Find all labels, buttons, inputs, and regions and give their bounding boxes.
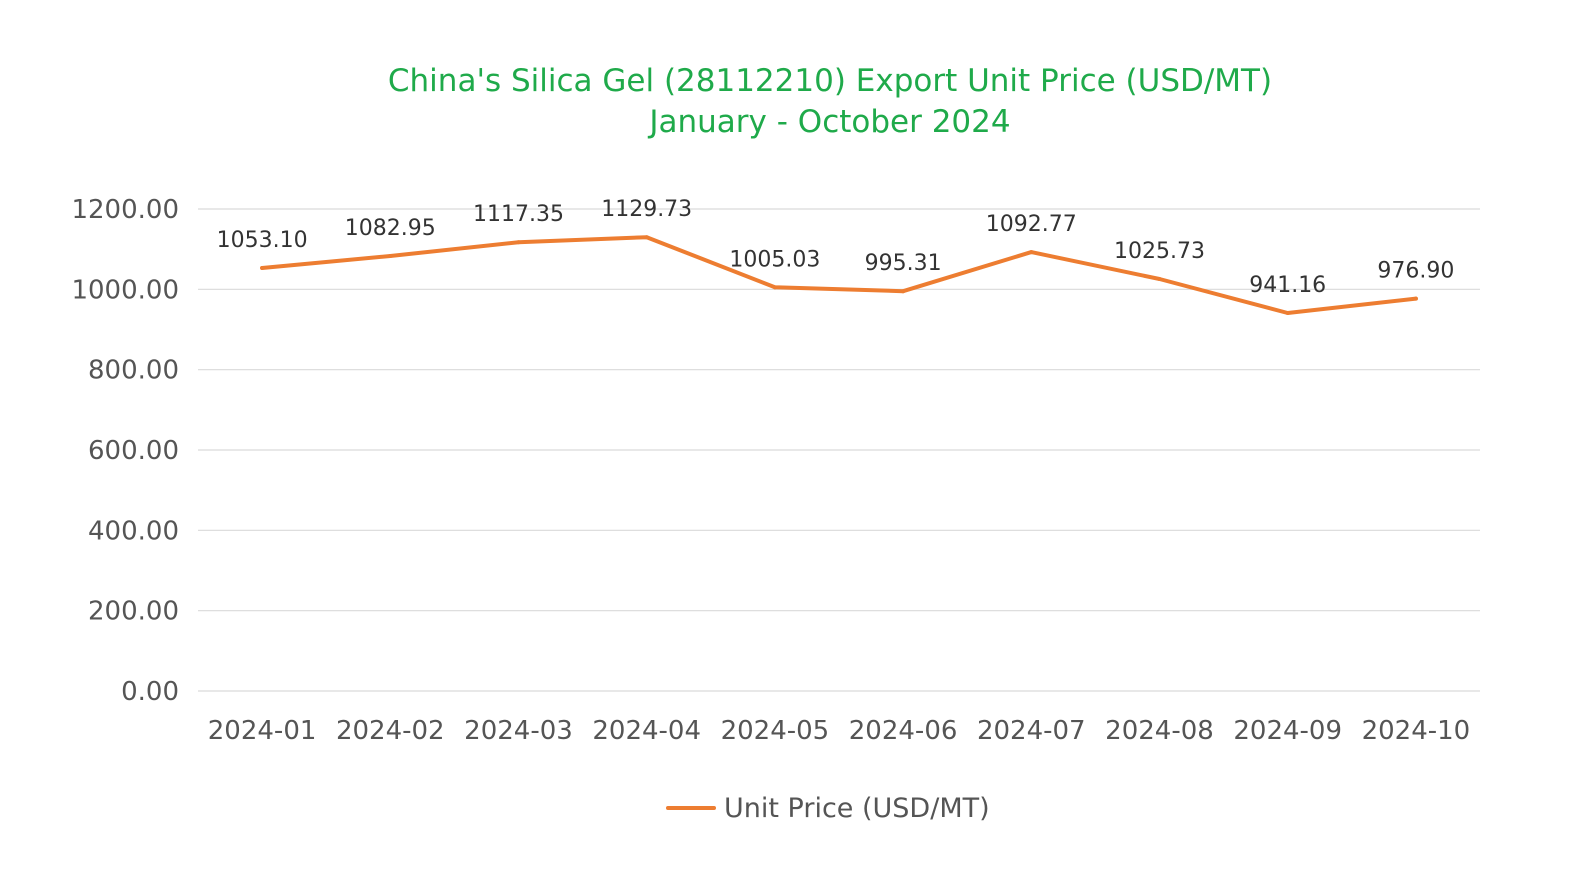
data-point xyxy=(1285,310,1290,315)
y-tick-label: 600.00 xyxy=(88,436,179,466)
data-label: 976.90 xyxy=(1377,259,1454,284)
data-label: 1025.73 xyxy=(1114,239,1205,264)
chart-subtitle-text: January - October 2024 xyxy=(647,104,1010,140)
data-point xyxy=(1157,276,1162,281)
x-tick-label: 2024-10 xyxy=(1362,716,1471,746)
series-layer xyxy=(260,235,1418,315)
legend: Unit Price (USD/MT) xyxy=(666,793,990,824)
data-point xyxy=(772,285,777,290)
data-point xyxy=(901,289,906,294)
y-tick-label: 800.00 xyxy=(88,356,179,386)
y-tick-label: 1000.00 xyxy=(71,275,179,305)
x-tick-label: 2024-05 xyxy=(721,716,830,746)
x-tick-label: 2024-08 xyxy=(1105,716,1214,746)
data-label: 1092.77 xyxy=(986,212,1077,237)
x-tick-label: 2024-09 xyxy=(1233,716,1342,746)
data-label: 1129.73 xyxy=(601,197,692,222)
data-point xyxy=(1029,250,1034,255)
y-tick-label: 400.00 xyxy=(88,516,179,546)
x-tick-label: 2024-03 xyxy=(464,716,573,746)
series-line xyxy=(260,235,1418,315)
data-point xyxy=(516,240,521,245)
data-point xyxy=(644,235,649,240)
data-labels: 1053.10 1082.95 1117.35 1129.73 1005.03 995.3… xyxy=(217,197,1455,298)
data-label: 1005.03 xyxy=(729,247,820,272)
x-tick-label: 2024-07 xyxy=(977,716,1086,746)
data-point xyxy=(1413,296,1418,301)
data-label: 941.16 xyxy=(1249,273,1326,298)
data-label: 995.31 xyxy=(865,251,942,276)
legend-label: Unit Price (USD/MT) xyxy=(724,793,990,824)
x-tick-label: 2024-06 xyxy=(849,716,958,746)
y-tick-label: 1200.00 xyxy=(71,195,179,225)
data-label: 1082.95 xyxy=(345,216,436,241)
y-tick-label: 200.00 xyxy=(88,597,179,627)
y-axis-tick-labels: 0.00 200.00 400.00 600.00 800.00 1000.00 1200.… xyxy=(71,195,179,707)
chart-title-text: China's Silica Gel (28112210) Export Uni… xyxy=(388,63,1272,99)
data-label: 1117.35 xyxy=(473,202,564,227)
x-tick-label: 2024-04 xyxy=(592,716,701,746)
data-point xyxy=(388,254,393,259)
y-tick-label: 0.00 xyxy=(121,677,179,707)
chart-title: China's Silica Gel (28112210) Export Uni… xyxy=(388,63,1272,140)
x-tick-label: 2024-02 xyxy=(336,716,445,746)
data-label: 1053.10 xyxy=(217,228,308,253)
x-axis-tick-labels: 2024-01 2024-02 2024-03 2024-04 2024-05 2024-… xyxy=(208,716,1470,746)
data-point xyxy=(260,266,265,271)
x-tick-label: 2024-01 xyxy=(208,716,317,746)
